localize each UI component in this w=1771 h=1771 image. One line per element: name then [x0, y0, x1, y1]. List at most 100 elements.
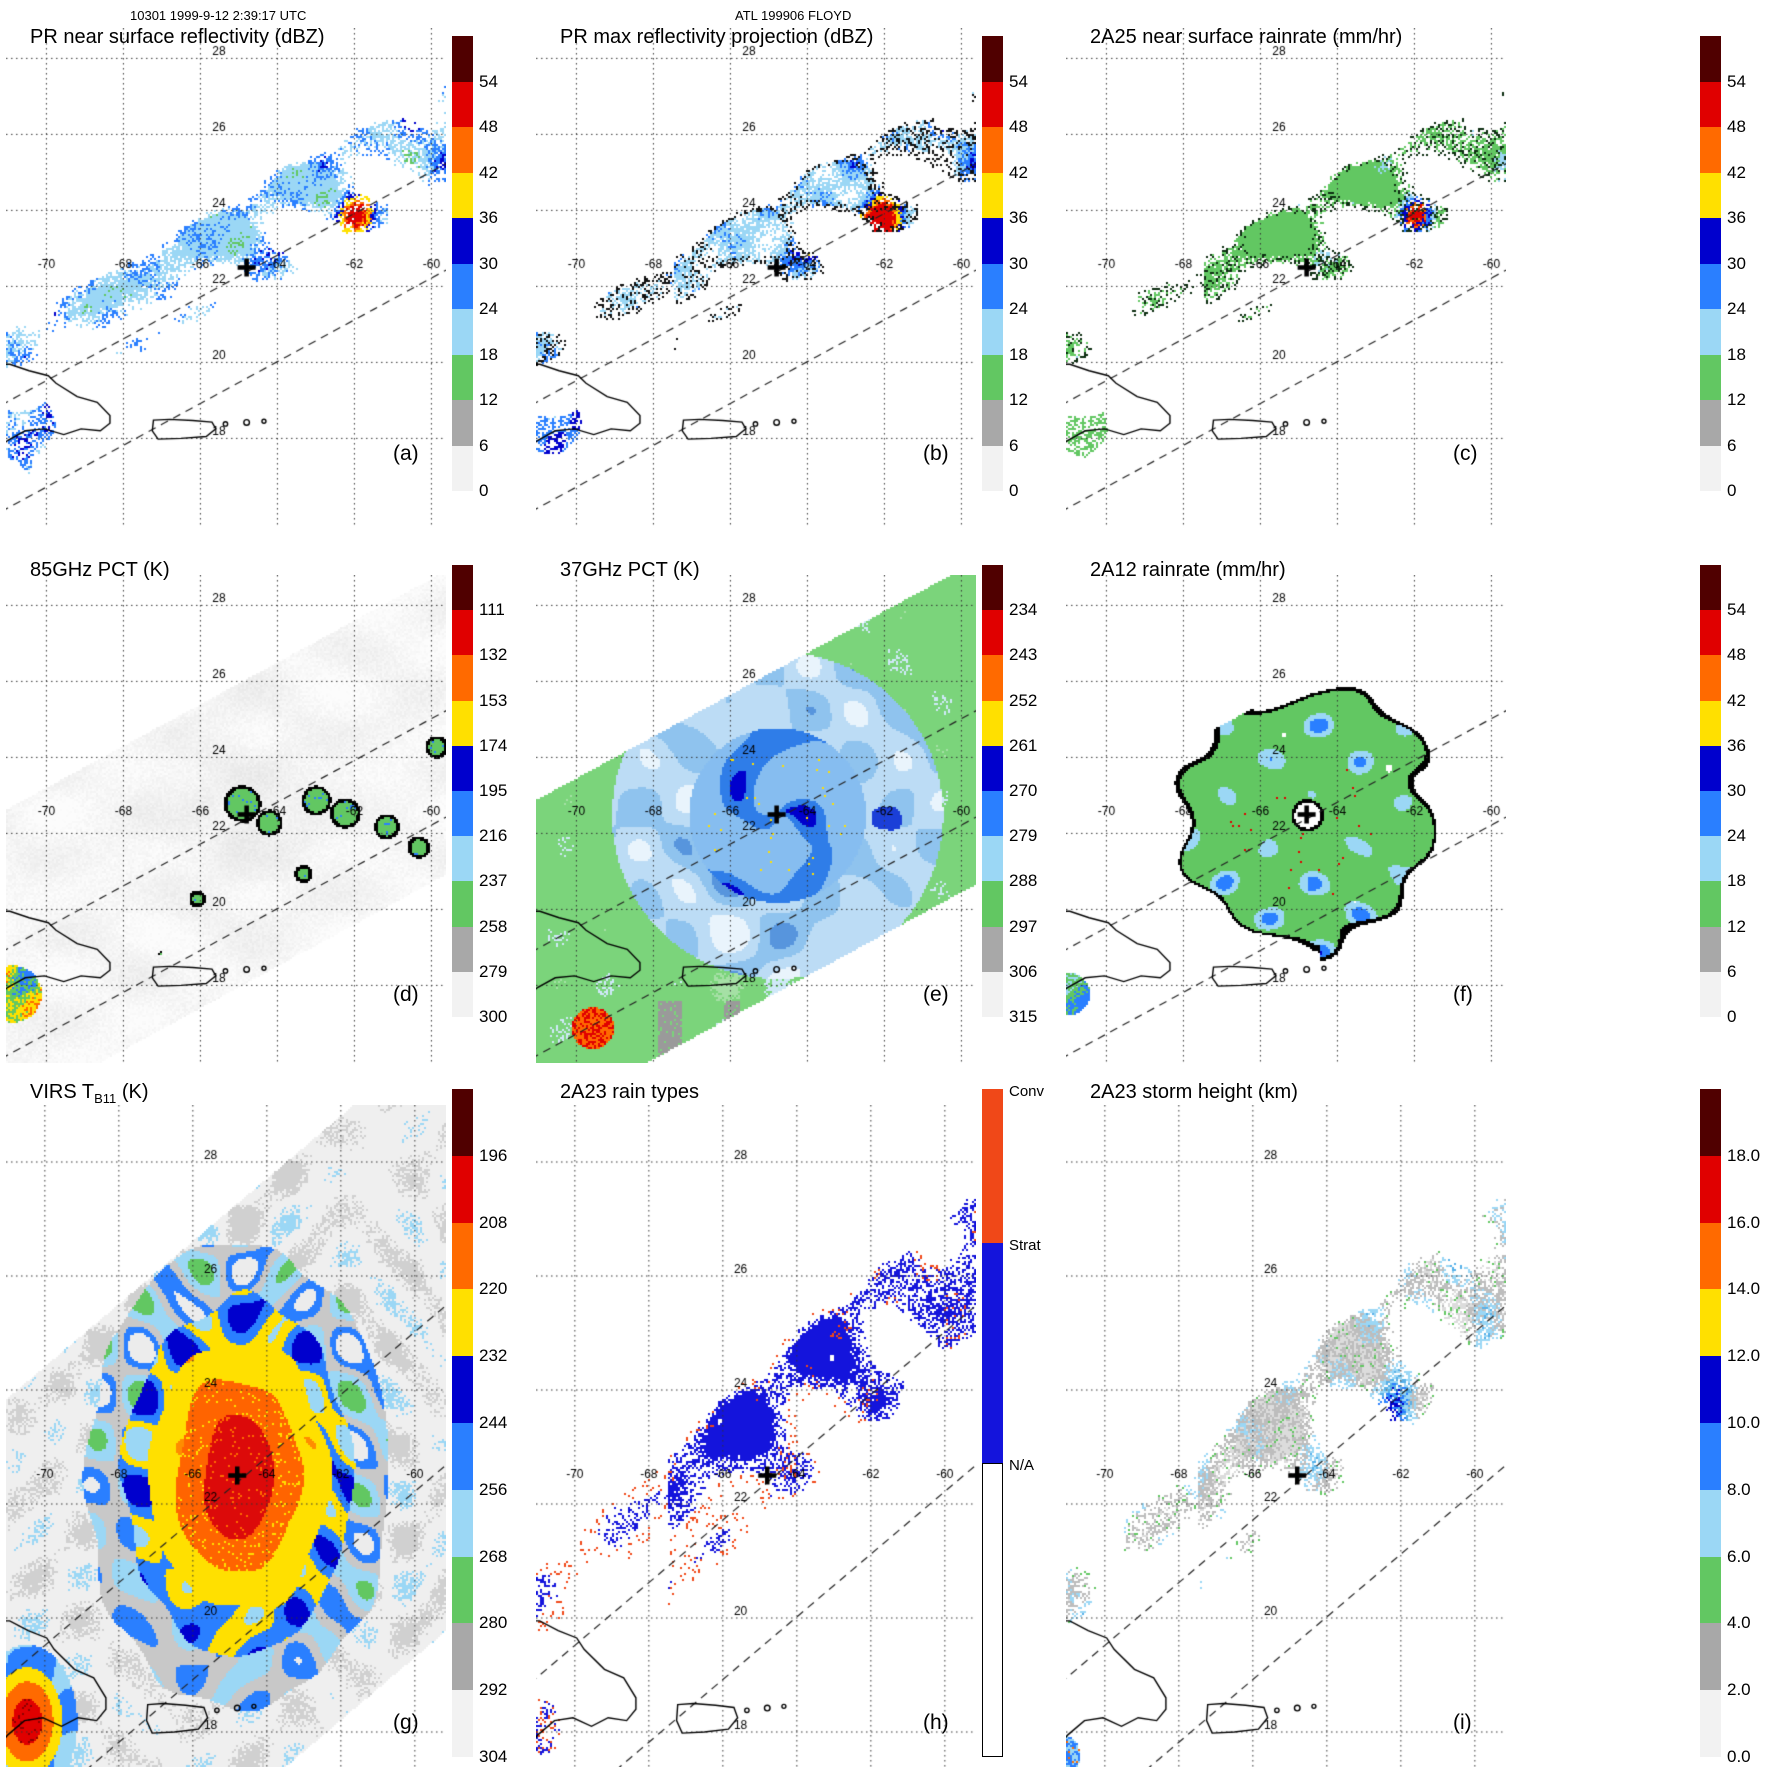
colorbar-segment	[452, 1289, 473, 1357]
storm-name-title: ATL 199906 FLOYD	[735, 8, 852, 23]
colorbar-segment	[982, 610, 1003, 656]
colorbar-tick: 0	[1727, 481, 1737, 500]
colorbar-tick: 195	[479, 781, 508, 800]
colorbar-tick: 18	[1727, 344, 1746, 364]
panel-letter: (b)	[923, 442, 949, 465]
colorbar-tick: 54	[479, 71, 498, 91]
colorbar-tick: 42	[1727, 690, 1746, 710]
panel-letter: (e)	[923, 983, 949, 1006]
colorbar-segment	[1700, 445, 1721, 491]
colorbar-tick: 12	[1727, 916, 1746, 936]
colorbar-tick: 6	[1727, 961, 1737, 981]
colorbar-segment	[1700, 1556, 1721, 1624]
colorbar-tick: 261	[1009, 735, 1038, 755]
colorbar-segment	[452, 1089, 473, 1156]
panel-title: 2A12 rainrate (mm/hr)	[1090, 559, 1286, 581]
colorbar-tick: 252	[1009, 690, 1038, 710]
colorbar-tick: 18	[1009, 344, 1028, 364]
colorbar	[452, 1089, 473, 1757]
colorbar-segment-strat	[982, 1242, 1003, 1464]
panel-letter: (i)	[1453, 1711, 1472, 1734]
colorbar-segment	[982, 565, 1003, 611]
colorbar	[982, 565, 1003, 1018]
colorbar-tick: 288	[1009, 871, 1038, 891]
panel-letter: (h)	[923, 1711, 949, 1734]
colorbar-segment-conv	[982, 1089, 1003, 1243]
colorbar-segment	[982, 218, 1003, 264]
colorbar-segment	[1700, 1623, 1721, 1691]
colorbar-segment	[1700, 655, 1721, 701]
colorbar-segment	[982, 172, 1003, 218]
colorbar-segment	[452, 926, 473, 972]
colorbar-tick: 232	[479, 1346, 508, 1366]
colorbar-tick: 279	[1009, 826, 1038, 846]
colorbar-segment	[452, 791, 473, 837]
panel-title: PR near surface reflectivity (dBZ)	[30, 26, 325, 48]
colorbar-tick: 6.0	[1727, 1546, 1751, 1566]
colorbar-tick: 42	[1009, 162, 1028, 182]
colorbar-tick: 42	[1727, 162, 1746, 182]
colorbar-tick: 2.0	[1727, 1680, 1751, 1700]
colorbar-segment	[982, 400, 1003, 446]
colorbar-tick: 12	[479, 390, 498, 409]
colorbar-segment	[1700, 926, 1721, 972]
colorbar-tick: 132	[479, 645, 508, 665]
panel-title: 37GHz PCT (K)	[560, 559, 700, 581]
colorbar-segment	[1700, 610, 1721, 656]
colorbar-segment	[452, 971, 473, 1018]
colorbar-tick: 196	[479, 1145, 508, 1165]
colorbar	[452, 36, 473, 491]
colorbar-tick: 48	[1009, 117, 1028, 136]
colorbar-segment	[452, 700, 473, 746]
panel-2a23-storm-height: 2A23 storm height (km) 18.0 16.0 14.0 12.0 1…	[1060, 1065, 1771, 1771]
panel-letter: (d)	[393, 983, 419, 1006]
colorbar-tick: 0.0	[1727, 1747, 1751, 1766]
colorbar-segment	[452, 445, 473, 491]
panel-title: 85GHz PCT (K)	[30, 559, 170, 581]
colorbar-segment-na	[982, 1463, 1003, 1757]
panel-85ghz-pct: 85GHz PCT (K) 111 132 153 174 195 216 237 258 27…	[0, 545, 530, 1065]
colorbar-segment	[452, 1155, 473, 1223]
colorbar-tick: 42	[479, 162, 498, 182]
colorbar-segment	[982, 926, 1003, 972]
colorbar-segment	[452, 400, 473, 446]
colorbar-tick: 0	[1009, 481, 1019, 500]
colorbar-segment	[452, 263, 473, 309]
colorbar-segment	[1700, 1155, 1721, 1223]
colorbar-tick: 174	[479, 735, 508, 755]
colorbar-ticks: 18.0 16.0 14.0 12.0 10.0 8.0 6.0 4.0 2.0 0.0	[1727, 1089, 1771, 1766]
colorbar-segment	[982, 263, 1003, 309]
colorbar-segment	[1700, 791, 1721, 837]
colorbar-segment	[452, 127, 473, 173]
colorbar	[1700, 565, 1721, 1018]
colorbar-tick: 237	[479, 871, 508, 891]
colorbar-segment	[1700, 309, 1721, 355]
colorbar-tick: 18.0	[1727, 1145, 1761, 1165]
colorbar-segment	[452, 172, 473, 218]
colorbar-segment	[982, 354, 1003, 400]
colorbar-segment	[452, 1690, 473, 1757]
colorbar-segment	[1700, 1356, 1721, 1423]
colorbar-segment	[1700, 1422, 1721, 1490]
panel-title: 2A23 storm height (km)	[1090, 1081, 1298, 1103]
panel-title: PR max reflectivity projection (dBZ)	[560, 26, 874, 48]
colorbar-tick: 48	[1727, 645, 1746, 665]
colorbar-tick: 12.0	[1727, 1346, 1761, 1366]
panel-title: 2A23 rain types	[560, 1081, 699, 1103]
colorbar-segment	[1700, 172, 1721, 218]
panel-virs-tb11: VIRS TB11 (K) 196 208 220 232 244 256 268 280 29…	[0, 1065, 530, 1771]
colorbar-tick: 270	[1009, 781, 1038, 800]
colorbar-tick: 36	[1009, 208, 1028, 227]
panel-title: VIRS TB11 (K)	[30, 1081, 149, 1106]
colorbar-segment	[452, 36, 473, 82]
colorbar-segment	[1700, 1690, 1721, 1757]
map-canvas	[1066, 28, 1506, 528]
colorbar-tick: 10.0	[1727, 1413, 1761, 1432]
colorbar-segment	[452, 1623, 473, 1691]
colorbar-tick: 216	[479, 826, 508, 846]
colorbar-segment	[452, 1556, 473, 1624]
colorbar-tick: 0	[1727, 1007, 1737, 1026]
colorbar-tick: 279	[479, 961, 508, 981]
colorbar-tick: 18	[1727, 871, 1746, 891]
colorbar-tick: 36	[1727, 735, 1746, 755]
